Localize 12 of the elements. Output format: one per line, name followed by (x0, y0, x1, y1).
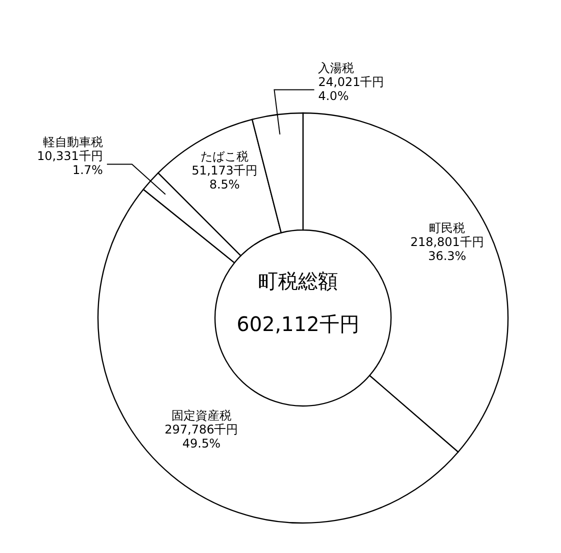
text: 町税総額 (257, 268, 339, 295)
data-label: 297,786千円 49.5% (164, 422, 238, 451)
data-label: 10,331千円 1.7% (36, 149, 103, 178)
slice-label: 入湯税 (318, 60, 354, 75)
data-label: 51,173千円 8.5% (192, 163, 258, 192)
slice-label: 町民税 (429, 221, 466, 236)
data-label: 218,801千円 36.3% (410, 235, 484, 264)
slice-label: たばこ税 (200, 149, 249, 164)
data-label: 24,021千円 4.0% (318, 74, 384, 103)
slice-label: 軽自動車税 (42, 135, 103, 150)
slice-label: 固定資産税 (171, 408, 232, 423)
text: 602,112千円 (236, 311, 360, 338)
